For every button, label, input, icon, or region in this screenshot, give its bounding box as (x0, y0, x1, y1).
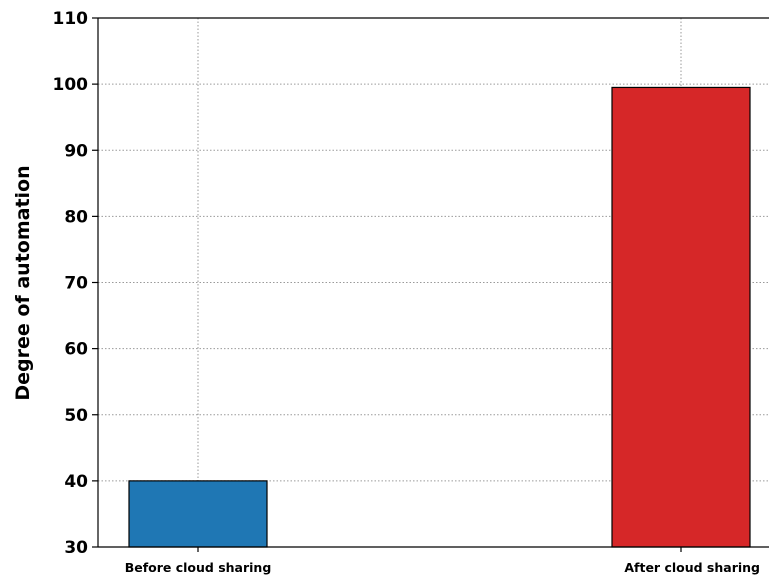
bars (128, 86, 751, 548)
y-tick-label: 50 (64, 406, 88, 426)
x-tick-labels: Before cloud sharing After cloud sharing (125, 560, 760, 575)
x-category-label: Before cloud sharing (125, 560, 272, 575)
y-tick-labels: 30 40 50 60 70 80 90 100 110 (53, 9, 89, 558)
y-tick-label: 90 (64, 141, 88, 161)
y-tick-label: 80 (64, 207, 88, 227)
y-tick-label: 70 (64, 274, 88, 294)
y-tick-label: 100 (53, 75, 89, 95)
y-tick-label: 110 (53, 9, 89, 29)
x-category-label: After cloud sharing (624, 560, 760, 575)
bar-before-cloud-sharing (128, 480, 268, 548)
y-tick-label: 60 (64, 340, 88, 360)
y-tick-label: 40 (64, 472, 88, 492)
bar-after-cloud-sharing (611, 86, 751, 548)
y-tick-label: 30 (64, 538, 88, 558)
axes (92, 17, 769, 552)
y-axis-label: Degree of automation (12, 165, 34, 400)
